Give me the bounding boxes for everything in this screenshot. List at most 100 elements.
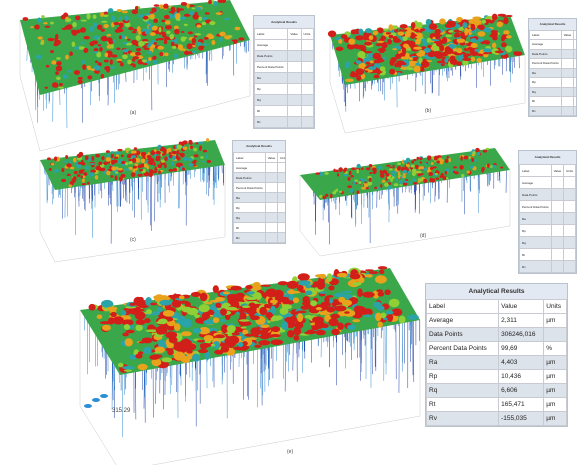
surface-peak bbox=[481, 168, 484, 172]
surface-peak bbox=[114, 157, 118, 159]
surface-peak bbox=[320, 311, 327, 315]
panel-caption: (c) bbox=[130, 237, 136, 243]
surface-peak bbox=[80, 27, 86, 32]
panel-caption: (d) bbox=[420, 233, 426, 239]
cell-unit bbox=[301, 40, 314, 51]
column-header: Value bbox=[265, 153, 277, 163]
surface-peak bbox=[59, 83, 63, 87]
surface-peak bbox=[132, 158, 136, 163]
surface-peak bbox=[435, 173, 438, 175]
surface-peak bbox=[296, 310, 306, 313]
surface-peak bbox=[154, 351, 160, 353]
row-label: Rt bbox=[234, 223, 266, 233]
surface-peak bbox=[482, 20, 486, 24]
surface-peak bbox=[417, 171, 422, 173]
surface-peak bbox=[92, 40, 99, 44]
surface-peak bbox=[387, 39, 392, 45]
surface-peak bbox=[366, 167, 370, 170]
surface-peak bbox=[107, 34, 111, 36]
surface-peak bbox=[120, 62, 124, 66]
surface-peak bbox=[108, 55, 111, 57]
column-header: Value bbox=[551, 165, 563, 177]
surface-peak bbox=[412, 171, 416, 176]
surface-peak bbox=[343, 174, 348, 176]
row-label: Data Points bbox=[520, 189, 552, 201]
surface-peak bbox=[379, 270, 384, 275]
surface-peak bbox=[297, 313, 303, 322]
surface-peak bbox=[135, 309, 144, 311]
surface-peak bbox=[64, 160, 66, 163]
data-row: Rt bbox=[255, 106, 314, 117]
view-icon bbox=[100, 394, 108, 398]
surface-peak bbox=[89, 172, 92, 177]
surface-peak bbox=[78, 80, 83, 84]
surface-peak bbox=[195, 33, 201, 35]
surface-peak bbox=[179, 296, 185, 300]
surface-peak bbox=[155, 158, 160, 162]
surface-peak bbox=[95, 60, 98, 63]
surface-peak bbox=[492, 43, 496, 49]
data-row: Data Points bbox=[520, 189, 576, 201]
surface-peak bbox=[445, 34, 452, 37]
data-row: Rq6,606µm bbox=[427, 384, 567, 398]
cell-unit bbox=[574, 59, 577, 69]
surface-peak bbox=[179, 153, 185, 155]
surface-peak bbox=[66, 18, 72, 22]
surface-peak bbox=[54, 156, 57, 161]
surface-peak bbox=[184, 14, 191, 17]
surface-peak bbox=[339, 191, 342, 193]
surface-peak bbox=[89, 304, 96, 311]
surface-peak bbox=[224, 35, 229, 37]
surface-peak bbox=[154, 42, 157, 45]
surface-peak bbox=[139, 169, 143, 171]
header-row: LabelValueUnits bbox=[520, 165, 576, 177]
surface-peak bbox=[215, 334, 225, 338]
surface-peak bbox=[393, 165, 395, 168]
surface-peak bbox=[177, 145, 182, 150]
surface-peak bbox=[492, 165, 496, 168]
surface-peak bbox=[122, 333, 128, 337]
cell-value bbox=[561, 68, 573, 78]
surface-peak bbox=[223, 291, 230, 294]
surface-peak bbox=[417, 157, 420, 160]
cell-value: µm bbox=[544, 384, 567, 398]
row-label: Rv bbox=[255, 117, 288, 128]
surface-peak bbox=[380, 184, 382, 188]
surface-peak bbox=[183, 147, 187, 150]
surface-peak bbox=[101, 74, 105, 79]
surface-peak bbox=[132, 9, 138, 14]
surface-peak bbox=[152, 56, 156, 60]
surface-peak bbox=[192, 38, 197, 44]
surface-peak bbox=[106, 162, 109, 164]
surface-peak bbox=[288, 289, 294, 294]
surface-peak bbox=[141, 159, 146, 164]
data-row: Ra bbox=[520, 213, 576, 225]
surface-peak bbox=[477, 152, 480, 156]
surface-peak bbox=[407, 67, 413, 70]
surface-peak bbox=[401, 63, 407, 65]
row-label: Percent Data Points bbox=[427, 342, 499, 356]
surface-peak bbox=[369, 164, 373, 167]
data-row: Ra4,403µm bbox=[427, 356, 567, 370]
surface-peak bbox=[158, 171, 161, 175]
surface-peak bbox=[188, 140, 192, 144]
surface-peak bbox=[465, 41, 469, 43]
surface-peak bbox=[344, 311, 350, 314]
surface-peak bbox=[142, 60, 147, 63]
results-table: Analytical ResultsLabelValueUnitsAverage… bbox=[232, 140, 286, 244]
surface-peak bbox=[274, 290, 284, 299]
cell-value bbox=[265, 203, 277, 213]
surface-peak bbox=[132, 64, 135, 68]
surface-peak bbox=[52, 82, 58, 86]
surface-peak bbox=[187, 43, 193, 49]
view-icon bbox=[92, 398, 100, 402]
column-header: Units bbox=[301, 29, 314, 40]
figure: 315.29 Analytical ResultsLabelValueUnits… bbox=[0, 0, 577, 465]
surface-peak bbox=[300, 305, 309, 309]
surface-peak bbox=[225, 307, 237, 310]
surface-peak bbox=[350, 73, 359, 77]
surface-peak bbox=[420, 161, 423, 164]
surface-peak bbox=[352, 319, 360, 322]
surface-peak bbox=[381, 35, 386, 41]
header-row: LabelValueUnits bbox=[427, 300, 567, 314]
